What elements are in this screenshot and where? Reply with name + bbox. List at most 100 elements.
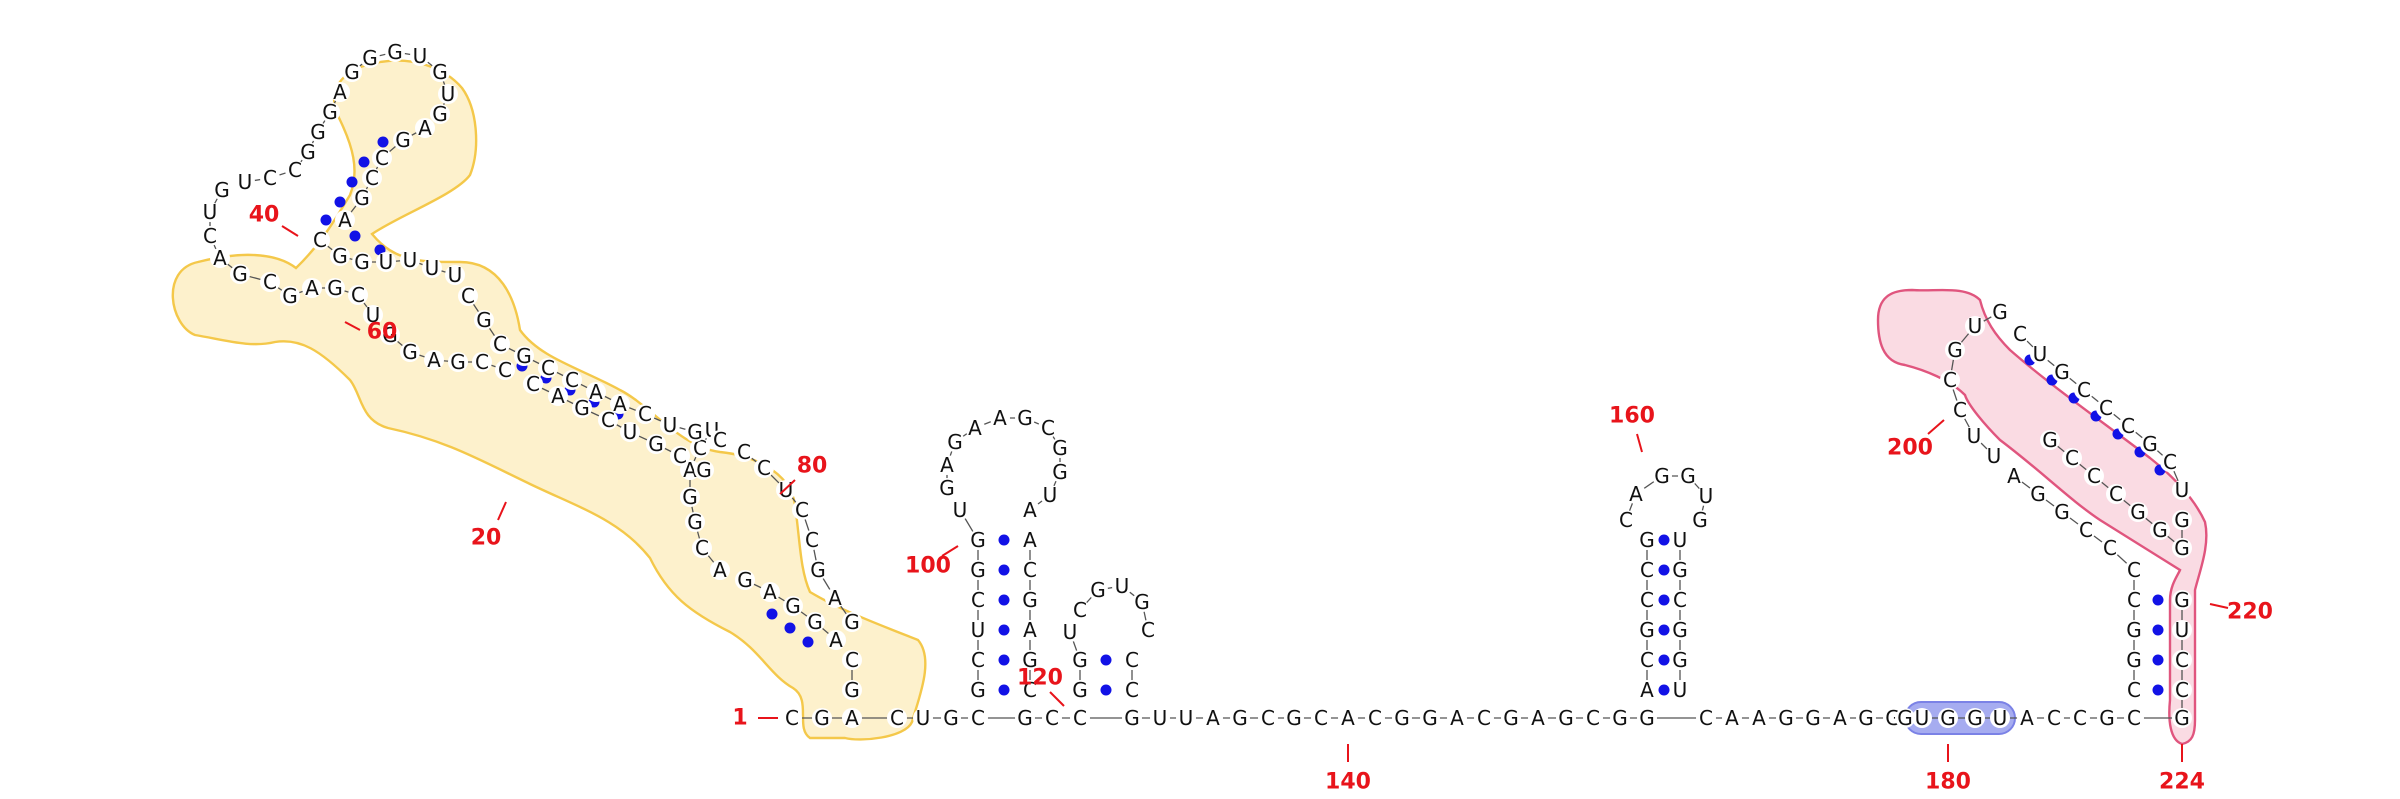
nucleotide-bg (2172, 510, 2192, 530)
nucleotide-bg (490, 334, 510, 354)
nucleotide-G: G (1558, 706, 1574, 730)
nucleotide-bg (2106, 484, 2126, 504)
nucleotide-G: G (1692, 508, 1708, 532)
nucleotide-G: G (2152, 518, 2168, 542)
nucleotide-bg (2172, 480, 2192, 500)
nucleotide-bg (2052, 502, 2072, 522)
nucleotide-bg (1474, 708, 1494, 728)
nucleotide-G: G (354, 250, 370, 274)
numbering-tick-60 (344, 321, 361, 331)
nucleotide-U: U (1115, 574, 1130, 598)
base-pair-dot (1658, 594, 1670, 606)
numbering-tick-20 (497, 501, 507, 521)
nucleotide-bg (2124, 590, 2144, 610)
nucleotide-bg (1338, 708, 1358, 728)
nucleotide-bg (360, 48, 380, 68)
nucleotide-C: C (1640, 588, 1654, 612)
nucleotide-bg (495, 360, 515, 380)
nucleotide-A: A (940, 453, 954, 477)
nucleotide-G: G (1680, 464, 1696, 488)
nucleotide-U: U (916, 706, 931, 730)
nucleotide-bg (393, 130, 413, 150)
nucleotide-bg (2004, 466, 2024, 486)
nucleotide-bg (410, 46, 430, 66)
numbering-tick-40 (281, 225, 299, 237)
nucleotide-C: C (1125, 648, 1139, 672)
nucleotide-bg (424, 350, 444, 370)
nucleotide-A: A (551, 384, 565, 408)
nucleotide-bg (1950, 400, 1970, 420)
nucleotide-G: G (2099, 706, 2115, 730)
nucleotide-bg (212, 180, 232, 200)
strand-hairpin-200-stem-5-backbone (2013, 475, 2135, 690)
nucleotide-bg (802, 530, 822, 550)
nucleotide-C: C (713, 428, 727, 452)
nucleotide-bg (352, 252, 372, 272)
nucleotide-U: U (379, 250, 394, 274)
nucleotide-G: G (214, 178, 230, 202)
nucleotide-bg (937, 455, 957, 475)
nucleotide-bg (385, 42, 405, 62)
base-pair-dot (998, 534, 1010, 546)
nucleotide-G: G (232, 262, 248, 286)
nucleotide-bg (415, 118, 435, 138)
nucleotide-bg (380, 325, 400, 345)
nucleotide-bg (1637, 650, 1657, 670)
nucleotide-C: C (2087, 464, 2101, 488)
base-pair-dot (1658, 534, 1670, 546)
nucleotide-G: G (2174, 508, 2190, 532)
nucleotide-bg (1447, 708, 1467, 728)
nucleotide-bg (302, 278, 322, 298)
nucleotide-bg (1501, 708, 1521, 728)
nucleotide-A: A (993, 406, 1007, 430)
nucleotide-bg (1670, 650, 1690, 670)
nucleotide-bg (1830, 708, 1850, 728)
nucleotide-U: U (1967, 424, 1982, 448)
nucleotide-bg (782, 708, 802, 728)
nucleotide-bg (1670, 530, 1690, 550)
nucleotide-bg (2124, 708, 2144, 728)
nucleotide-G: G (807, 610, 823, 634)
base-pair-dot (998, 684, 1010, 696)
nucleotide-bg (1626, 484, 1646, 504)
nucleotide-bg (646, 434, 666, 454)
numbering-label-1: 1 (732, 706, 747, 731)
nucleotide-bg (792, 500, 812, 520)
nucleotide-A: A (968, 416, 982, 440)
nucleotide-bg (523, 374, 543, 394)
nucleotide-C: C (365, 166, 379, 190)
nucleotide-bg (342, 62, 362, 82)
base-pair-dot (998, 564, 1010, 576)
nucleotide-bg (2040, 430, 2060, 450)
nucleotide-bg (710, 430, 730, 450)
nucleotide-bg (1070, 600, 1090, 620)
nucleotide-G: G (382, 323, 398, 347)
nucleotide-G: G (322, 100, 338, 124)
nucleotide-bg (968, 590, 988, 610)
nucleotide-bg (514, 346, 534, 366)
nucleotide-G: G (387, 40, 403, 64)
nucleotide-C: C (1943, 368, 1957, 392)
nucleotide-bg (330, 82, 350, 102)
nucleotide-A: A (418, 116, 432, 140)
nucleotide-U: U (1179, 706, 1194, 730)
nucleotide-bg (2010, 324, 2030, 344)
base-pair-dot (320, 214, 332, 226)
nucleotide-U: U (1968, 314, 1983, 338)
nucleotide-G: G (696, 458, 712, 482)
numbering-label-40: 40 (249, 203, 280, 228)
nucleotide-C: C (1023, 558, 1037, 582)
nucleotide-C: C (1261, 706, 1275, 730)
nucleotide-bg (298, 142, 318, 162)
nucleotide-G: G (1394, 706, 1410, 730)
nucleotide-C: C (2065, 446, 2079, 470)
nucleotide-U: U (425, 256, 440, 280)
nucleotide-bg (694, 460, 714, 480)
nucleotide-bg (1070, 708, 1090, 728)
nucleotide-C: C (2013, 322, 2027, 346)
nucleotide-bg (1637, 590, 1657, 610)
nucleotide-U: U (441, 82, 456, 106)
nucleotide-G: G (432, 102, 448, 126)
nucleotide-bg (808, 560, 828, 580)
